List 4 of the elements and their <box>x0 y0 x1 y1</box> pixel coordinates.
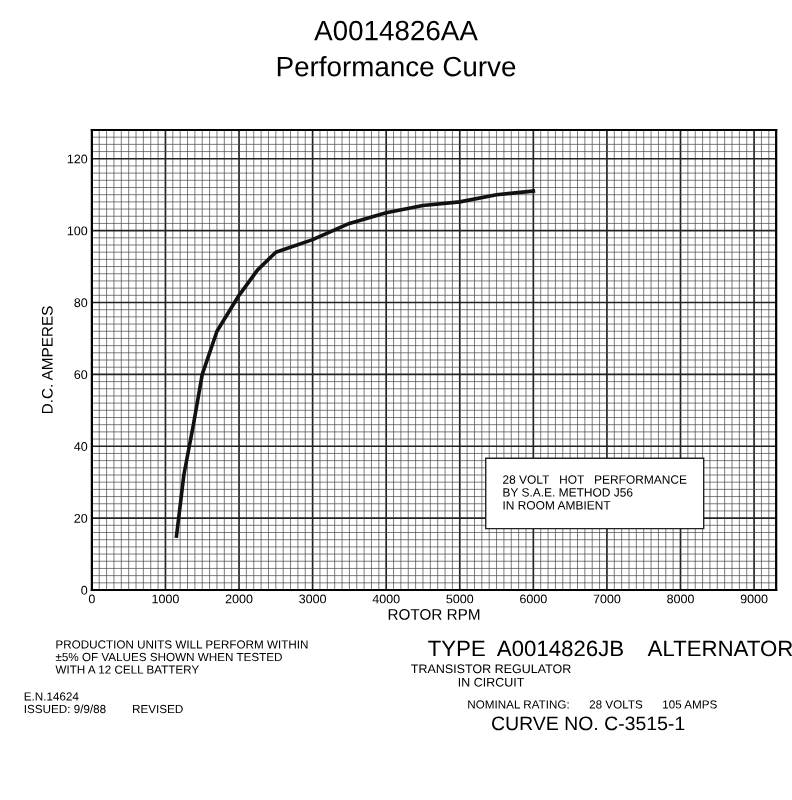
text: CURVE NO. C-3515-1 <box>492 716 685 731</box>
chart-title: A0014826AA <box>314 20 478 41</box>
text: TYPE A0014826JB ALTERNATOR <box>428 640 792 657</box>
chart-subtitle: Performance Curve <box>277 56 516 77</box>
